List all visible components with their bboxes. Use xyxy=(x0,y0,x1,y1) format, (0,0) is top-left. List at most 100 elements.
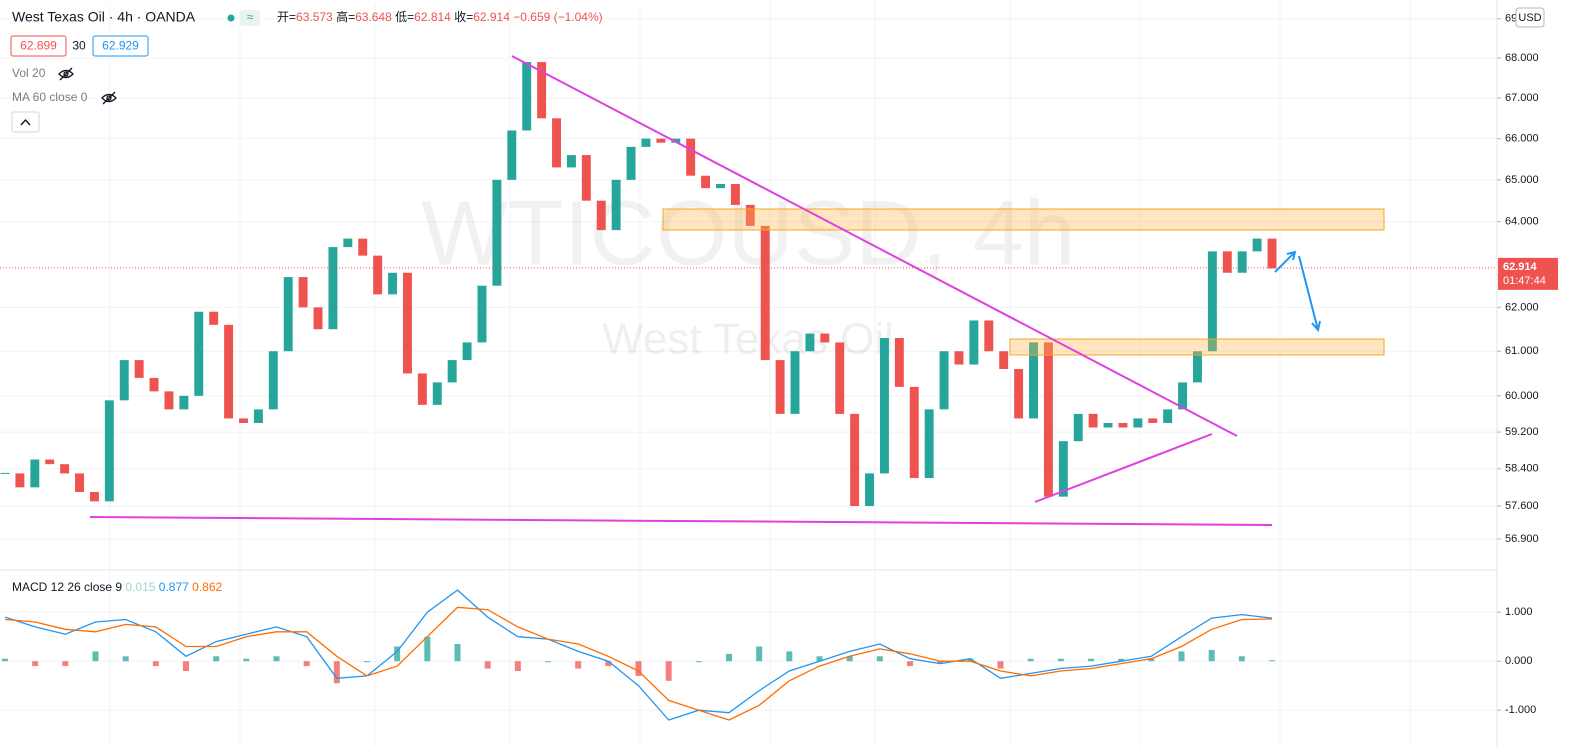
candle xyxy=(417,373,427,405)
candle xyxy=(283,277,293,352)
histogram-bar xyxy=(62,661,69,667)
drawings xyxy=(89,55,1385,526)
histogram-bar xyxy=(786,651,793,662)
candle xyxy=(45,459,55,465)
histogram-bar xyxy=(635,661,642,676)
histogram-bar xyxy=(303,661,310,667)
histogram-bar xyxy=(394,646,401,662)
candle xyxy=(820,333,830,343)
candle xyxy=(328,247,338,330)
histogram-bar xyxy=(1118,658,1125,662)
candle xyxy=(1222,251,1232,273)
histogram-bar xyxy=(2,658,8,662)
candle xyxy=(492,179,502,286)
sell-box[interactable] xyxy=(10,35,67,57)
legend-value: 0.877 xyxy=(159,580,189,594)
histogram-bar xyxy=(1027,658,1034,662)
candle xyxy=(1252,238,1262,252)
candle xyxy=(164,391,174,410)
candle xyxy=(1267,238,1277,269)
resistance-zone xyxy=(662,208,1385,231)
candle xyxy=(745,204,755,226)
price-axis xyxy=(1497,0,1570,747)
bid: 62.899 xyxy=(20,39,57,53)
candle xyxy=(716,184,725,189)
histogram-bar xyxy=(816,656,823,662)
buy-box[interactable] xyxy=(92,35,149,57)
ohlc-value: 62.814 xyxy=(414,10,451,24)
candle xyxy=(1073,413,1083,442)
candle xyxy=(343,238,353,248)
histogram-bar xyxy=(484,661,491,669)
candle xyxy=(760,225,770,361)
market-status xyxy=(227,14,235,22)
candle xyxy=(89,491,99,502)
candle xyxy=(298,277,308,308)
candle xyxy=(879,338,889,474)
candle xyxy=(566,155,576,168)
hidden-icon[interactable] xyxy=(58,67,74,81)
indicator-label[interactable]: Vol 20 xyxy=(12,66,46,80)
histogram-bar xyxy=(846,656,853,662)
candle xyxy=(30,459,40,488)
candle xyxy=(671,138,681,143)
candle xyxy=(1237,251,1247,273)
ohlc-value: 63.648 xyxy=(355,10,392,24)
collapse-button[interactable] xyxy=(11,111,40,133)
candle xyxy=(611,179,621,231)
currency-badge[interactable] xyxy=(1515,7,1545,28)
histogram-bar xyxy=(876,656,883,662)
candle xyxy=(701,175,711,189)
histogram-bar xyxy=(997,661,1004,669)
candle xyxy=(850,413,860,507)
candle xyxy=(626,146,636,180)
current-price-box xyxy=(1498,257,1558,290)
candle xyxy=(894,338,904,387)
histogram-bar xyxy=(605,661,612,667)
histogram-bar xyxy=(424,636,431,662)
axis-layer: 69.00068.00067.00066.00065.00064.00062.0… xyxy=(1497,13,1558,716)
candle xyxy=(209,311,219,325)
histogram-bar xyxy=(575,661,582,669)
header-bg xyxy=(0,0,650,4)
ohlc: 开=63.573 高=63.648 低=62.814 收=62.914 −0.6… xyxy=(277,9,603,24)
candle xyxy=(522,62,532,131)
trend-line xyxy=(89,516,1273,526)
candle xyxy=(358,238,368,256)
candle xyxy=(60,464,70,474)
hidden-icon[interactable] xyxy=(101,91,117,105)
candle xyxy=(432,382,442,405)
candle xyxy=(790,351,800,414)
y-tick-label: 1.000 xyxy=(1505,606,1533,618)
histogram-bar xyxy=(364,661,370,663)
legend-value: 0.862 xyxy=(192,580,222,594)
candle xyxy=(15,473,25,488)
histogram-bar xyxy=(1088,658,1094,662)
candle xyxy=(0,472,10,474)
candle xyxy=(909,386,919,479)
histogram-bar xyxy=(243,658,250,662)
ohlc-label: 收= xyxy=(454,10,473,24)
candle xyxy=(388,272,398,295)
y-tick-label: 66.000 xyxy=(1505,133,1539,145)
indicator-label[interactable]: MA 60 close 0 xyxy=(12,90,88,104)
candle xyxy=(1163,409,1173,423)
y-tick-label: 56.900 xyxy=(1505,533,1539,545)
macd-line xyxy=(4,589,1273,721)
histogram-bar xyxy=(273,656,280,662)
legend-value: 0.015 xyxy=(125,580,155,594)
histogram-bar xyxy=(1057,658,1064,662)
histogram-bar xyxy=(92,651,99,662)
y-tick-label: 0.000 xyxy=(1505,655,1533,667)
candle xyxy=(552,118,561,168)
candle xyxy=(939,351,949,410)
y-tick-label: 57.600 xyxy=(1505,500,1539,512)
candle xyxy=(119,360,129,401)
macd-label: MACD 12 26 close 9 xyxy=(12,580,122,594)
y-tick-label: 61.000 xyxy=(1505,345,1539,357)
symbol[interactable]: West Texas Oil · 4h · OANDA xyxy=(12,9,196,25)
candle xyxy=(537,62,547,119)
y-tick-label: 62.000 xyxy=(1505,301,1539,313)
